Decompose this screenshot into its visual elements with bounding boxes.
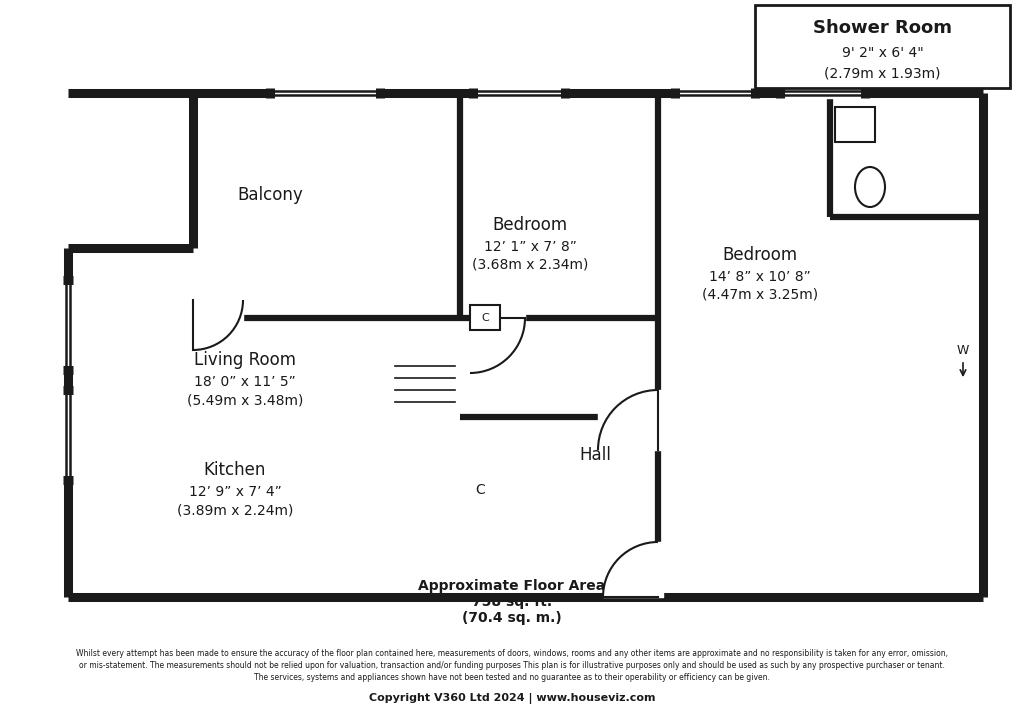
- Text: Bedroom: Bedroom: [723, 246, 798, 264]
- Text: (5.49m x 3.48m): (5.49m x 3.48m): [186, 393, 303, 407]
- Text: C: C: [475, 483, 485, 497]
- Bar: [755, 5, 1010, 88]
- Text: Whilst every attempt has been made to ensure the accuracy of the floor plan cont: Whilst every attempt has been made to en…: [76, 649, 948, 659]
- Text: The services, systems and appliances shown have not been tested and no guarantee: The services, systems and appliances sho…: [254, 674, 770, 683]
- Bar: [835, 107, 874, 142]
- Text: W: W: [956, 343, 969, 356]
- Text: Bedroom: Bedroom: [493, 216, 567, 234]
- Text: Living Room: Living Room: [194, 351, 296, 369]
- Text: (2.79m x 1.93m): (2.79m x 1.93m): [824, 66, 941, 80]
- Text: (3.89m x 2.24m): (3.89m x 2.24m): [177, 503, 293, 517]
- Text: Hall: Hall: [579, 446, 611, 464]
- Text: 758 sq. ft.: 758 sq. ft.: [472, 595, 552, 609]
- Text: (70.4 sq. m.): (70.4 sq. m.): [462, 611, 562, 625]
- Bar: [470, 305, 500, 330]
- Bar: [193, 93, 983, 597]
- Text: 12’ 1” x 7’ 8”: 12’ 1” x 7’ 8”: [483, 240, 577, 254]
- Text: Shower Room: Shower Room: [813, 20, 952, 38]
- Text: C: C: [481, 313, 488, 323]
- Text: 18’ 0” x 11’ 5”: 18’ 0” x 11’ 5”: [195, 375, 296, 389]
- Text: Copyright V360 Ltd 2024 | www.houseviz.com: Copyright V360 Ltd 2024 | www.houseviz.c…: [369, 693, 655, 703]
- Text: 12’ 9” x 7’ 4”: 12’ 9” x 7’ 4”: [188, 485, 282, 499]
- Ellipse shape: [855, 167, 885, 207]
- Bar: [68, 93, 193, 248]
- Text: Kitchen: Kitchen: [204, 461, 266, 479]
- Text: 14’ 8” x 10’ 8”: 14’ 8” x 10’ 8”: [710, 270, 811, 284]
- Text: (4.47m x 3.25m): (4.47m x 3.25m): [701, 288, 818, 302]
- Text: Approximate Floor Area: Approximate Floor Area: [419, 579, 605, 593]
- Text: 9' 2" x 6' 4": 9' 2" x 6' 4": [842, 46, 924, 60]
- Text: or mis-statement. The measurements should not be relied upon for valuation, tran: or mis-statement. The measurements shoul…: [79, 662, 945, 670]
- Text: (3.68m x 2.34m): (3.68m x 2.34m): [472, 258, 588, 272]
- Text: Balcony: Balcony: [238, 186, 303, 204]
